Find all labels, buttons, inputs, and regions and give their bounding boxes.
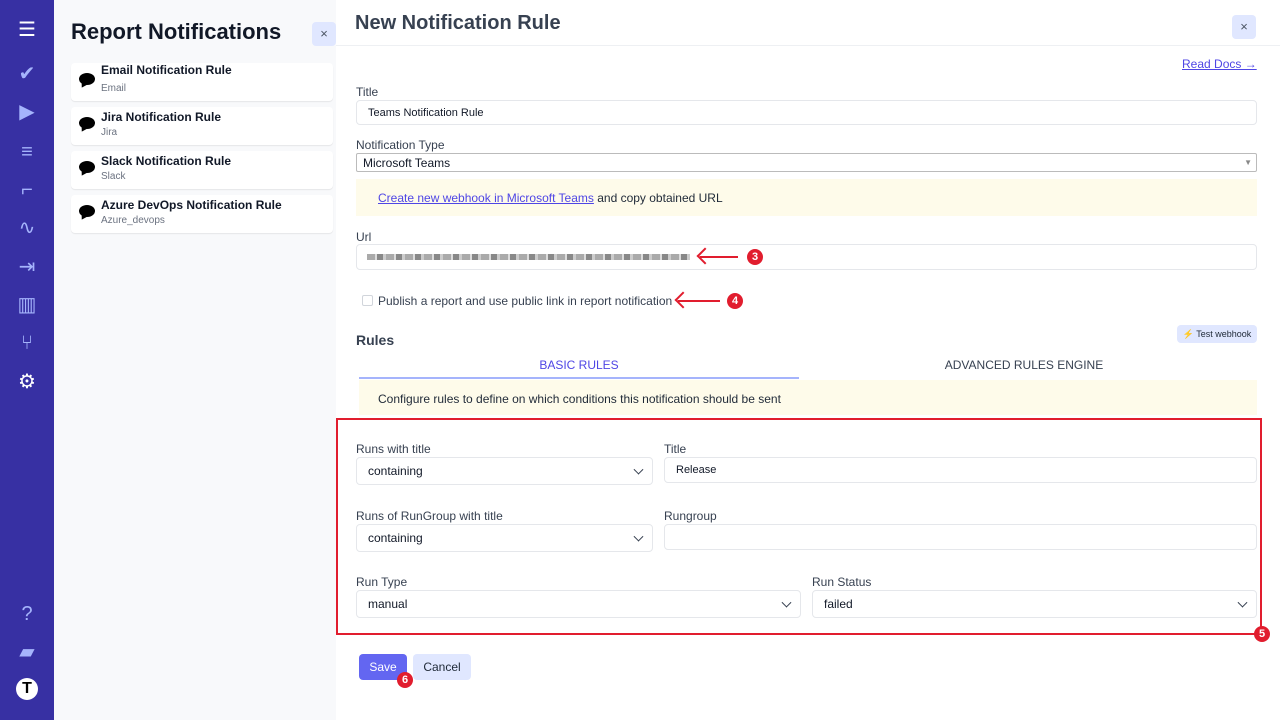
annotation-arrow xyxy=(678,300,720,302)
url-label: Url xyxy=(356,230,372,244)
pulse-icon[interactable]: ∿ xyxy=(18,217,36,239)
annotation-badge: 5 xyxy=(1254,626,1270,642)
read-docs-link[interactable]: Read Docs → xyxy=(1182,57,1257,71)
chat-icon xyxy=(79,117,95,129)
notifications-panel: Report Notifications × Email Notificatio… xyxy=(54,0,336,720)
settings-icon[interactable]: ⚙ xyxy=(18,371,36,393)
rungroup-label: Rungroup xyxy=(664,509,717,523)
item-title: Slack Notification Rule xyxy=(101,154,232,168)
annotation-arrow xyxy=(700,256,738,258)
item-subtitle: Azure_devops xyxy=(101,215,165,226)
sidebar: ☰ ✔ ▶ ≡ ⌐ ∿ ⇥ ▥ ⑂ ⚙ ? ▰ T xyxy=(0,0,54,720)
cancel-button[interactable]: Cancel xyxy=(413,654,471,680)
annotation-badge: 6 xyxy=(397,672,413,688)
list-item[interactable]: Azure DevOps Notification Rule Azure_devo… xyxy=(71,195,333,233)
test-webhook-button[interactable]: ⚡ Test webhook xyxy=(1177,325,1257,343)
webhook-hint: Create new webhook in Microsoft Teams an… xyxy=(356,179,1257,216)
chat-icon xyxy=(79,161,95,173)
tab-advanced-rules[interactable]: ADVANCED RULES ENGINE xyxy=(944,358,1104,372)
title-filter-input[interactable]: Release xyxy=(664,457,1257,483)
title-label: Title xyxy=(356,85,379,99)
check-icon[interactable]: ✔ xyxy=(18,63,36,85)
list-item[interactable]: Jira Notification Rule Jira xyxy=(71,107,333,145)
steps-icon[interactable]: ⌐ xyxy=(21,179,33,201)
redacted-url xyxy=(367,254,690,260)
item-title: Azure DevOps Notification Rule xyxy=(101,198,282,212)
selected-value: containing xyxy=(368,464,423,478)
annotation-badge: 3 xyxy=(747,249,763,265)
item-subtitle: Email xyxy=(101,83,127,94)
checklist-icon[interactable]: ≡ xyxy=(21,141,33,163)
selected-value: containing xyxy=(368,531,423,545)
help-icon[interactable]: ? xyxy=(21,603,33,625)
chat-icon xyxy=(79,73,95,85)
run-type-label: Run Type xyxy=(356,575,408,589)
annotation-highlight xyxy=(336,418,1262,635)
list-item[interactable]: Slack Notification Rule Slack xyxy=(71,151,333,189)
notification-type-select[interactable]: Microsoft Teams ▼ xyxy=(356,153,1257,172)
rule-form: New Notification Rule × Read Docs → Titl… xyxy=(336,0,1280,720)
title-input[interactable]: Teams Notification Rule xyxy=(356,100,1257,125)
title-filter-label: Title xyxy=(664,442,687,456)
menu-icon[interactable]: ☰ xyxy=(18,19,36,41)
active-tab-indicator xyxy=(359,377,799,379)
selected-value: Microsoft Teams xyxy=(363,155,451,170)
chevron-down-icon xyxy=(1237,597,1248,608)
item-subtitle: Jira xyxy=(101,127,118,138)
tab-basic-rules[interactable]: BASIC RULES xyxy=(539,358,619,372)
item-title: Jira Notification Rule xyxy=(101,110,222,124)
run-type-select[interactable]: manual xyxy=(356,590,801,618)
dropdown-arrow-icon: ▼ xyxy=(1244,158,1252,167)
run-status-label: Run Status xyxy=(812,575,872,589)
chevron-down-icon xyxy=(781,597,792,608)
annotation-badge: 4 xyxy=(727,293,743,309)
url-input[interactable] xyxy=(356,244,1257,270)
divider xyxy=(336,45,1280,46)
rungroup-title-select[interactable]: containing xyxy=(356,524,653,552)
type-label: Notification Type xyxy=(356,138,445,152)
run-status-select[interactable]: failed xyxy=(812,590,1257,618)
test-webhook-label: Test webhook xyxy=(1196,329,1252,339)
page-title: New Notification Rule xyxy=(355,12,561,34)
list-item[interactable]: Email Notification Rule Email xyxy=(71,63,333,101)
avatar[interactable]: T xyxy=(16,678,38,700)
rules-info: Configure rules to define on which condi… xyxy=(359,380,1257,415)
analytics-icon[interactable]: ▥ xyxy=(17,294,37,316)
folder-icon[interactable]: ▰ xyxy=(19,641,35,663)
plug-icon: ⚡ xyxy=(1182,329,1194,339)
chat-icon xyxy=(79,205,95,217)
publish-checkbox[interactable] xyxy=(362,295,373,306)
rungroup-input[interactable] xyxy=(664,524,1257,550)
item-subtitle: Slack xyxy=(101,171,126,182)
chevron-down-icon xyxy=(633,531,644,542)
hint-text: and copy obtained URL xyxy=(593,191,723,205)
rules-heading: Rules xyxy=(356,332,395,348)
selected-value: failed xyxy=(824,597,853,611)
publish-label: Publish a report and use public link in … xyxy=(378,294,673,308)
item-title: Email Notification Rule xyxy=(101,63,232,77)
play-icon[interactable]: ▶ xyxy=(19,101,35,123)
import-icon[interactable]: ⇥ xyxy=(18,256,36,278)
close-icon[interactable]: × xyxy=(312,22,336,46)
runs-title-select[interactable]: containing xyxy=(356,457,653,485)
create-webhook-link[interactable]: Create new webhook in Microsoft Teams xyxy=(378,191,594,205)
rungroup-title-label: Runs of RunGroup with title xyxy=(356,509,503,523)
close-icon[interactable]: × xyxy=(1232,15,1256,39)
chevron-down-icon xyxy=(633,464,644,475)
panel-title: Report Notifications xyxy=(71,19,282,44)
branch-icon[interactable]: ⑂ xyxy=(21,332,33,354)
runs-title-label: Runs with title xyxy=(356,442,431,456)
selected-value: manual xyxy=(368,597,408,611)
